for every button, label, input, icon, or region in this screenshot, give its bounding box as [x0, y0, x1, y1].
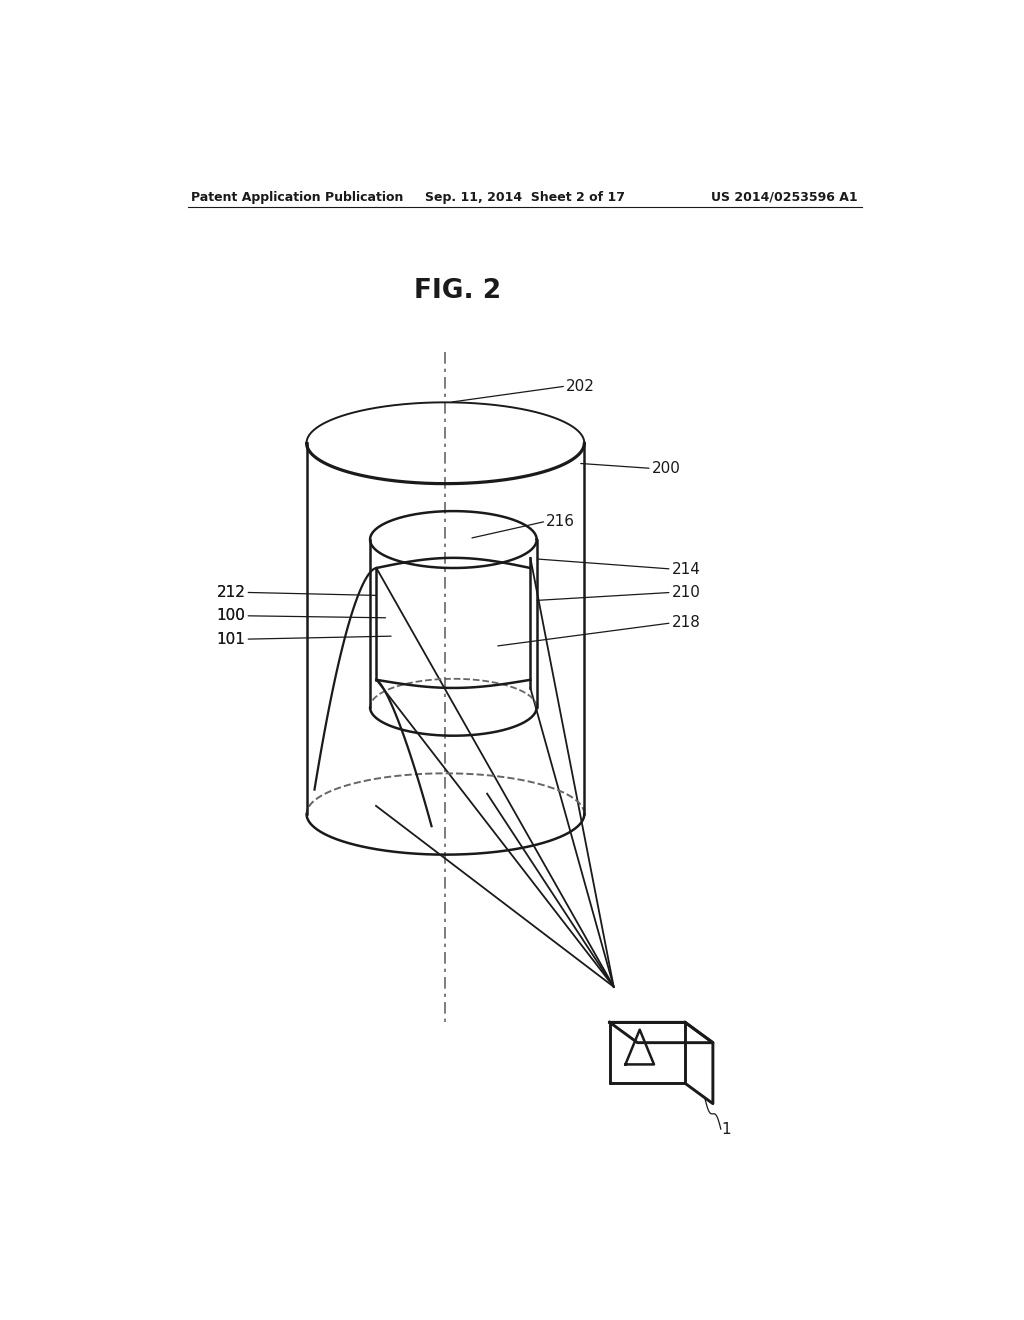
Text: 212: 212	[217, 585, 246, 599]
Text: 202: 202	[566, 379, 595, 393]
Text: 210: 210	[672, 585, 700, 599]
Text: 100: 100	[217, 609, 246, 623]
Text: US 2014/0253596 A1: US 2014/0253596 A1	[712, 190, 858, 203]
Text: 212: 212	[217, 585, 246, 599]
Text: Patent Application Publication: Patent Application Publication	[191, 190, 403, 203]
Text: 200: 200	[652, 461, 681, 477]
Text: FIG. 2: FIG. 2	[414, 277, 501, 304]
Text: Sep. 11, 2014  Sheet 2 of 17: Sep. 11, 2014 Sheet 2 of 17	[425, 190, 625, 203]
Text: 214: 214	[672, 561, 700, 577]
Text: 101: 101	[217, 632, 246, 647]
Text: 218: 218	[672, 615, 700, 631]
Text: 216: 216	[546, 513, 575, 529]
Text: 100: 100	[217, 609, 246, 623]
Text: 101: 101	[217, 632, 246, 647]
Text: 1: 1	[721, 1122, 730, 1137]
